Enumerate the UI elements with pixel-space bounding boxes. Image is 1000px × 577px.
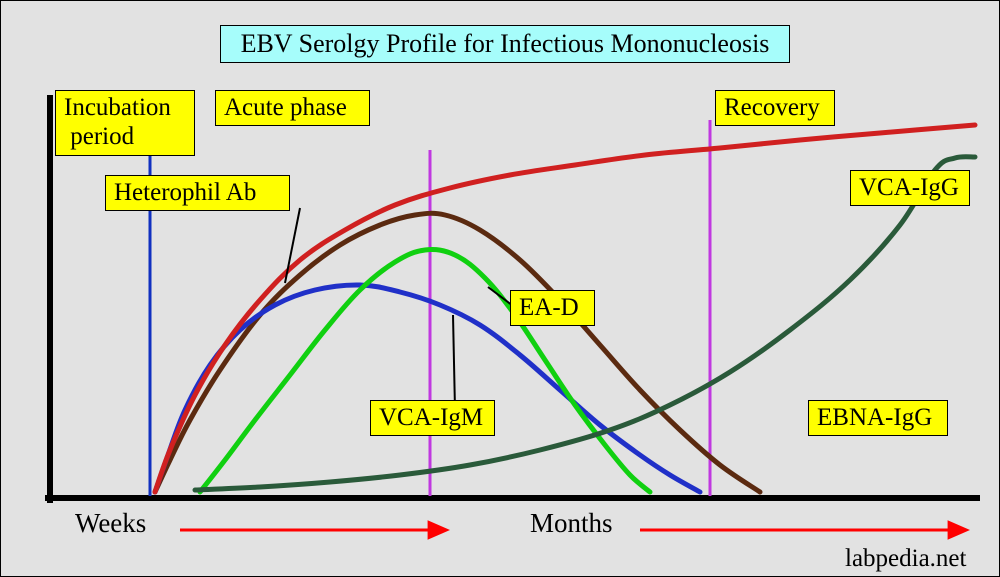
label-ebna_igg: EBNA-IgG xyxy=(808,400,948,436)
chart-stage: EBV Serolgy Profile for Infectious Monon… xyxy=(0,0,1000,577)
chart-svg xyxy=(0,0,1000,577)
label-vca_igg: VCA-IgG xyxy=(850,170,970,206)
label-incubation: Incubation period xyxy=(55,90,195,156)
credit-text: labpedia.net xyxy=(845,545,966,573)
label-ea_d: EA-D xyxy=(510,290,595,326)
chart-title: EBV Serolgy Profile for Infectious Monon… xyxy=(220,25,790,63)
axis-text-months: Months xyxy=(530,508,613,539)
label-heterophil: Heterophil Ab xyxy=(105,175,290,211)
axis-text-weeks: Weeks xyxy=(75,508,146,539)
label-recovery: Recovery xyxy=(715,90,835,126)
label-acute: Acute phase xyxy=(215,90,370,126)
label-vca_igm: VCA-IgM xyxy=(370,400,495,436)
